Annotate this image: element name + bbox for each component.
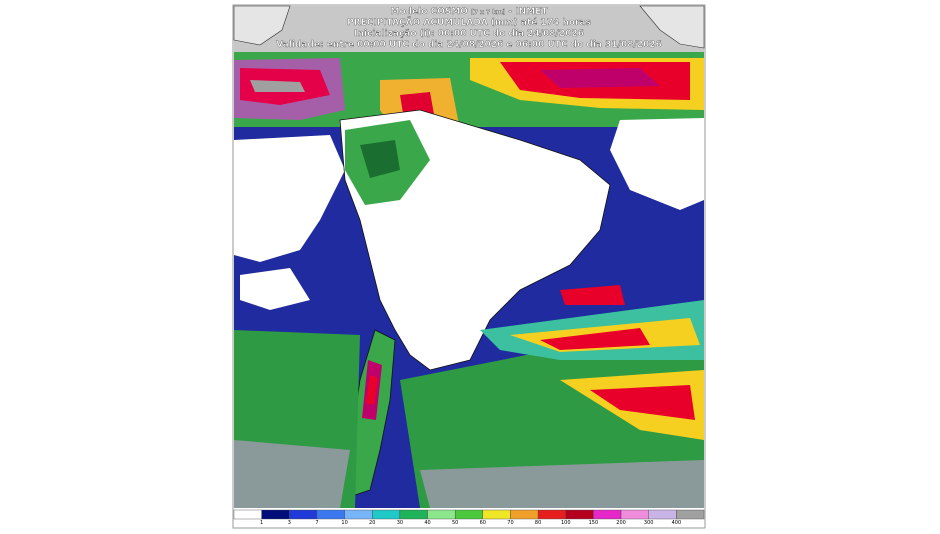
color-cell xyxy=(316,509,345,520)
colorbar-label: 100 xyxy=(561,520,571,526)
colorbar-label: 400 xyxy=(672,520,682,526)
color-cell xyxy=(344,509,373,520)
color-cell xyxy=(233,509,262,520)
colorbar: 1 3 7 10 20 30 40 50 60 70 80 100 150 200 300 400 xyxy=(233,509,705,526)
colorbar-label: 10 xyxy=(341,520,347,526)
colorbar-label: 70 xyxy=(507,520,513,526)
colorbar-label: 1 xyxy=(260,520,263,526)
colorbar-label: 30 xyxy=(397,520,403,526)
color-cell xyxy=(482,509,511,520)
color-cell xyxy=(676,509,705,520)
header-line: Modelo COSMO [7 x 7 km] - INMET xyxy=(391,7,549,17)
colorbar-label: 200 xyxy=(616,520,626,526)
color-cell xyxy=(565,509,594,520)
colorbar-label: 7 xyxy=(315,520,318,526)
color-cell xyxy=(593,509,622,520)
colorbar-label: 300 xyxy=(644,520,654,526)
colorbar-label: 50 xyxy=(452,520,458,526)
resolution: [7 x 7 km] xyxy=(471,9,505,16)
colorbar-label: 20 xyxy=(369,520,375,526)
colorbar-label: 150 xyxy=(589,520,599,526)
color-cell xyxy=(399,509,428,520)
model-name: Modelo COSMO xyxy=(391,7,469,17)
color-cell xyxy=(620,509,649,520)
colorbar-label: 80 xyxy=(535,520,541,526)
color-cell xyxy=(427,509,456,520)
agency: - INMET xyxy=(508,7,548,17)
color-cell xyxy=(454,509,484,520)
color-cell xyxy=(372,509,401,520)
color-cell xyxy=(261,509,290,520)
colorbar-label: 60 xyxy=(480,520,486,526)
color-cell xyxy=(537,509,566,520)
color-cell xyxy=(648,509,677,520)
header-init: Inicialização (i): 00:00 UTC do dia 24/0… xyxy=(354,29,584,39)
color-cell xyxy=(289,509,318,520)
colorbar-label: 40 xyxy=(424,520,430,526)
colorbar-label: 3 xyxy=(288,520,291,526)
header-validity: Validade: entre 00:00 UTC do dia 24/08/2… xyxy=(276,40,662,50)
color-cell xyxy=(510,509,539,520)
header-title: PRECIPITAÇÃO ACUMULADA (mm) até 174 hora… xyxy=(347,17,591,28)
